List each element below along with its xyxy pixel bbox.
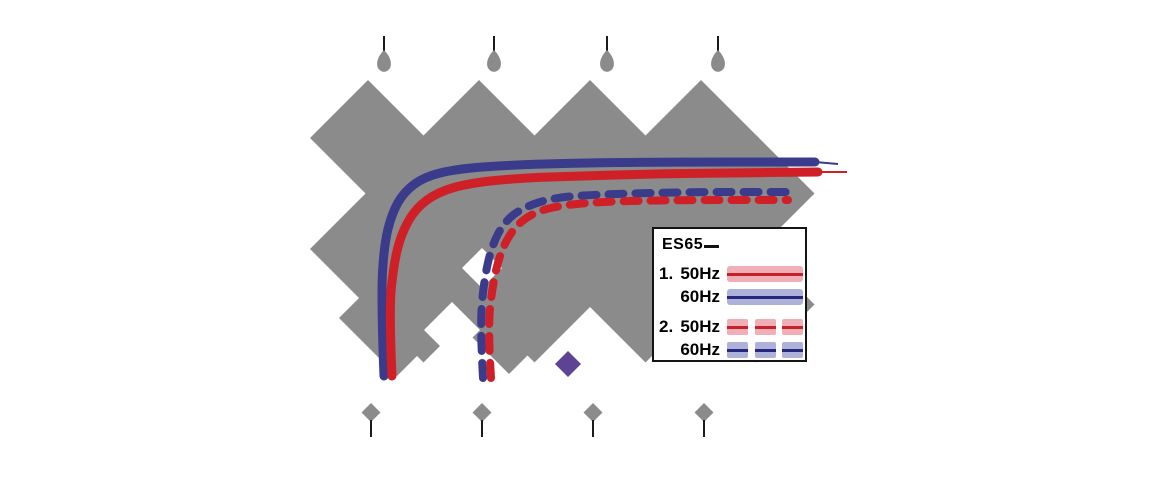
legend-swatch-dash [754,319,776,335]
axis-tick-markers [361,36,725,437]
overlap-artifact-diamond [555,351,581,377]
legend-entry-label: 50Hz [680,317,720,336]
curve-2-50hz [485,196,792,382]
legend-swatch-line [754,348,776,352]
performance-curves [377,157,847,382]
curve-tail-line [814,161,839,165]
top-tick-teardrop [377,50,391,72]
legend-swatch-dash [727,319,748,335]
legend-title-dash [704,245,719,248]
legend-row-2-60hz: 60Hz [654,340,805,360]
top-tick-teardrop [600,50,614,72]
legend-swatch-line [727,272,803,276]
legend-swatch-line [782,348,803,352]
top-tick-teardrop [487,50,501,72]
legend-swatch-dash [782,342,803,358]
bottom-tick-diamond [361,403,381,422]
curve-2-60hz [477,188,792,382]
legend-swatch-line [727,325,748,329]
legend-entry-number: 2. [659,317,674,336]
legend-box: ES65 1. 50Hz 60Hz 2. 50Hz 60Hz [652,227,807,362]
legend-swatch-dashed-red [727,319,803,335]
curve-1-50hz [385,167,823,381]
bottom-tick-diamond [583,403,603,422]
legend-swatch-line [754,325,776,329]
legend-title: ES65 [662,236,704,253]
legend-swatch-solid-blue [727,289,803,305]
legend-swatch-line [727,295,803,299]
bottom-tick-diamond [694,403,714,422]
legend-row-1-50hz: 1. 50Hz [654,264,805,284]
grid-diamond [339,260,455,376]
legend-swatch-dashed-blue [727,342,803,358]
legend-swatch-dash [754,342,776,358]
legend-swatch-line [782,325,803,329]
legend-entry-label: 50Hz [680,264,720,283]
legend-entry-number: 1. [659,264,674,283]
legend-row-2-50hz: 2. 50Hz [654,317,805,337]
top-tick-teardrop [711,50,725,72]
grid-artifact-diamond [555,351,581,377]
grid-hole-diamond [424,302,480,358]
legend-swatch-solid-red [727,266,803,282]
legend-swatch-dash [782,319,803,335]
legend-entry-label: 60Hz [680,340,720,359]
bottom-tick-diamond [472,403,492,422]
curve-1-60hz [377,157,820,381]
legend-row-1-60hz: 60Hz [654,287,805,307]
legend-swatch-line [727,348,748,352]
legend-entry-label: 60Hz [680,287,720,306]
legend-swatch-dash [727,342,748,358]
